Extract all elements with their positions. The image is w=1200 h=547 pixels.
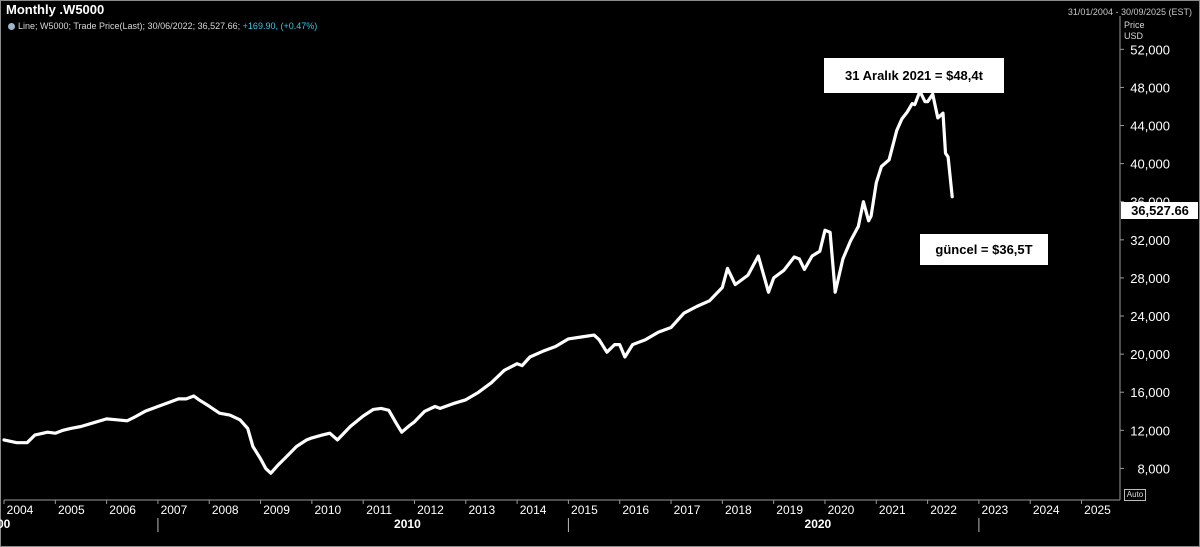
- y-tick-label: 16,000: [1130, 385, 1170, 400]
- x-tick-label: 2025: [1084, 503, 1111, 517]
- x-tick-label: 2017: [674, 503, 701, 517]
- chart-title: Monthly .W5000: [6, 2, 105, 17]
- x-major-tick-label: 2000: [0, 517, 11, 531]
- y-tick-label: 8,000: [1137, 461, 1170, 476]
- y-tick-label: 24,000: [1130, 309, 1170, 324]
- x-tick-label: 2006: [109, 503, 136, 517]
- series-dot-icon: [8, 23, 15, 30]
- y-tick-label: 32,000: [1130, 233, 1170, 248]
- y-tick-label: 44,000: [1130, 119, 1170, 134]
- x-tick-label: 2015: [571, 503, 598, 517]
- y-axis-title-text: Price: [1124, 20, 1145, 30]
- y-axis-unit: USD: [1124, 31, 1144, 41]
- y-tick-label: 52,000: [1130, 42, 1170, 57]
- x-tick-label: 2009: [263, 503, 290, 517]
- annotation-current-text: güncel = $36,5T: [935, 242, 1032, 257]
- annotation-peak: 31 Aralık 2021 = $48,4t: [824, 58, 1004, 93]
- legend-text: Line; W5000; Trade Price(Last); 30/06/20…: [18, 21, 241, 31]
- auto-scale-button[interactable]: Auto: [1124, 489, 1146, 501]
- x-axis-ticks: 2004 2005 2006 2007 2008 2009 2010 2011 2012 2013…: [0, 500, 1111, 532]
- date-range: 31/01/2004 - 30/09/2025 (EST): [1067, 7, 1192, 17]
- y-tick-label: 40,000: [1130, 157, 1170, 172]
- x-major-tick-label: 2010: [394, 517, 421, 531]
- x-tick-label: 2012: [417, 503, 444, 517]
- x-tick-label: 2016: [622, 503, 649, 517]
- x-tick-label: 2020: [828, 503, 855, 517]
- x-tick-label: 2014: [520, 503, 547, 517]
- x-tick-label: 2011: [366, 503, 392, 517]
- y-tick-label: 20,000: [1130, 347, 1170, 362]
- y-tick-label: 28,000: [1130, 271, 1170, 286]
- x-tick-label: 2024: [1033, 503, 1060, 517]
- annotation-current-box: [920, 234, 1048, 265]
- last-price-marker: 36,527.66: [1121, 202, 1198, 219]
- y-tick-label: 48,000: [1130, 80, 1170, 95]
- x-tick-label: 2019: [776, 503, 803, 517]
- x-tick-label: 2022: [930, 503, 957, 517]
- x-tick-label: 2018: [725, 503, 752, 517]
- x-major-tick-label: 2020: [805, 517, 832, 531]
- last-price-label: 36,527.66: [1131, 203, 1189, 218]
- x-tick-label: 2007: [161, 503, 188, 517]
- price-line: [2, 89, 954, 475]
- x-tick-label: 2005: [58, 503, 85, 517]
- x-tick-label: 2023: [982, 503, 1009, 517]
- x-tick-label: 2004: [7, 503, 34, 517]
- legend-change: +169.90, (+0.47%): [242, 21, 318, 31]
- x-tick-label: 2021: [879, 503, 906, 517]
- x-tick-label: 2010: [315, 503, 342, 517]
- annotation-peak-text: 31 Aralık 2021 = $48,4t: [845, 68, 984, 83]
- x-tick-label: 2013: [468, 503, 495, 517]
- annotation-peak-box: [824, 58, 1004, 93]
- series-legend[interactable]: Line; W5000; Trade Price(Last); 30/06/20…: [8, 21, 317, 31]
- last-price-box: [1121, 202, 1198, 219]
- y-axis-title: Price USD: [1124, 20, 1145, 42]
- y-axis-ticks: 8,000 12,000 16,000 20,000 24,000 28,000 32,00…: [1120, 42, 1170, 476]
- x-tick-label: 2008: [212, 503, 239, 517]
- y-tick-label: 12,000: [1130, 423, 1170, 438]
- annotation-current: güncel = $36,5T: [920, 234, 1048, 265]
